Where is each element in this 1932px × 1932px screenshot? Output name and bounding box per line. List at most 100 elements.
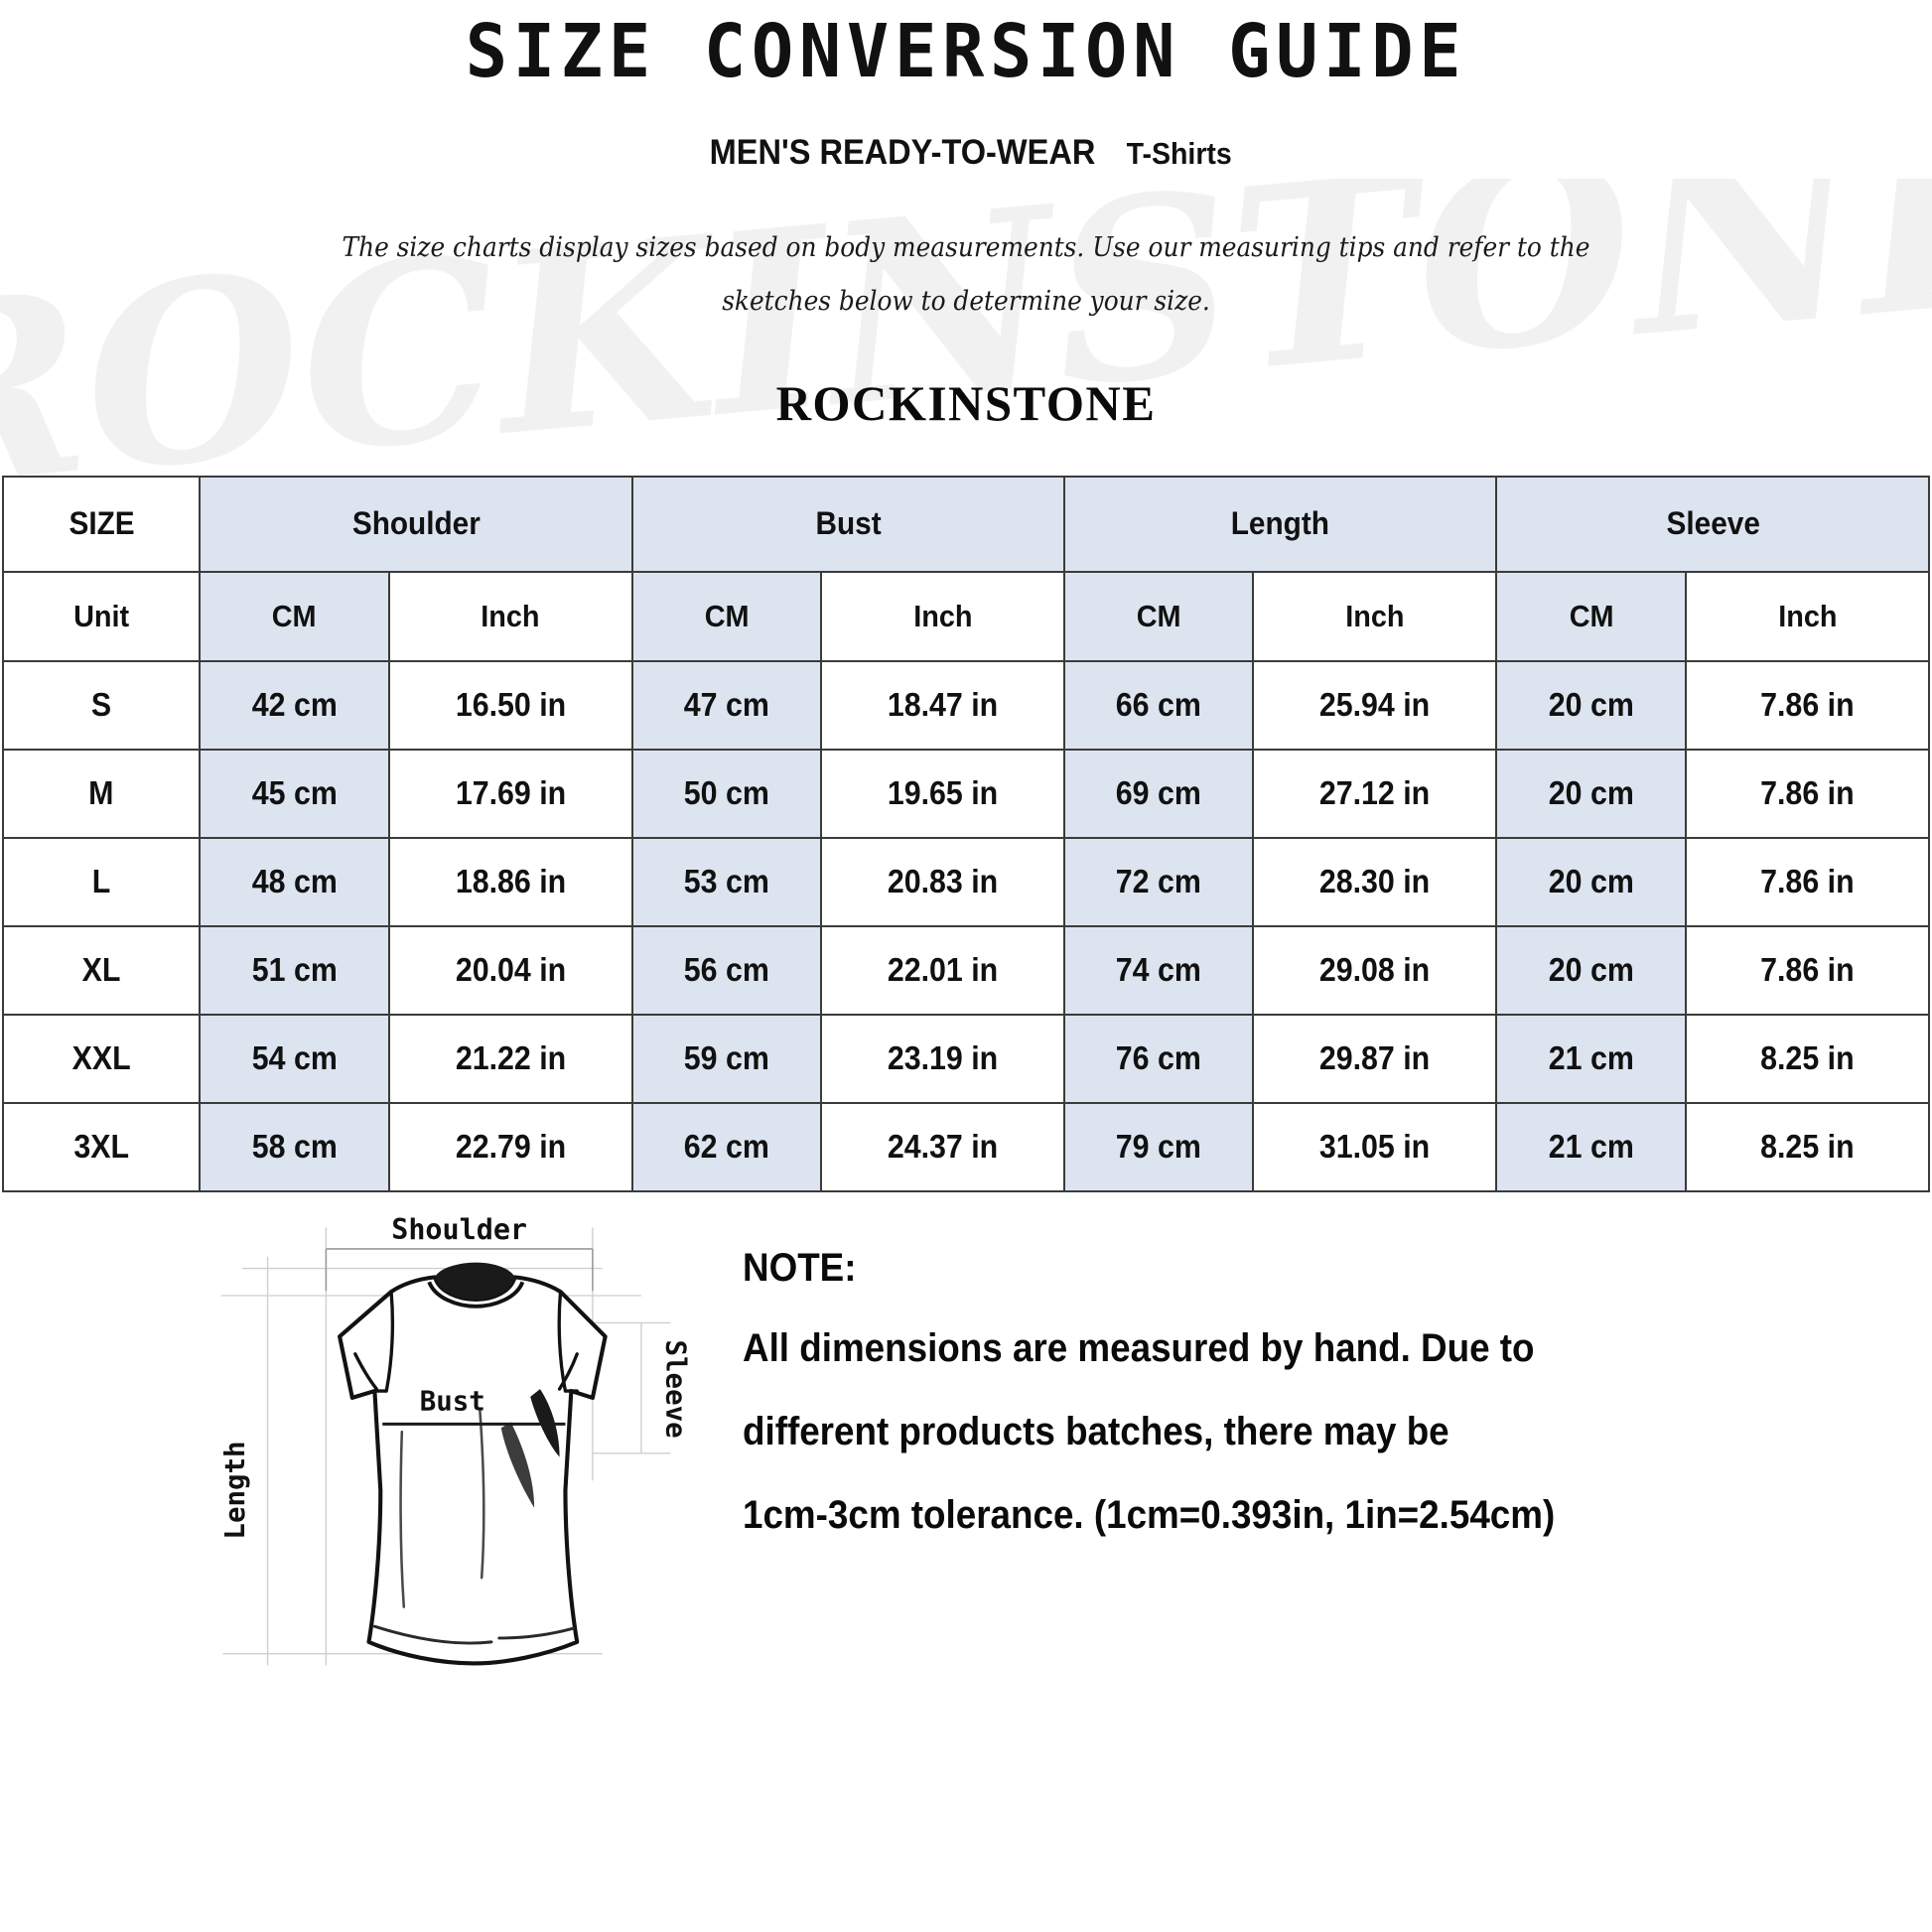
cell-sleeve-cm: 20 cm — [1495, 924, 1687, 1016]
unit-sleeve-cm-text: CM — [1569, 598, 1614, 633]
unit-length-inch-text: Inch — [1345, 598, 1405, 633]
cell-sleeve-cm: 20 cm — [1495, 659, 1687, 751]
cell-length-inch-text: 27.12 in — [1319, 774, 1431, 812]
cell-sleeve-inch-text: 7.86 in — [1760, 951, 1855, 989]
unit-sleeve-cm: CM — [1495, 570, 1687, 662]
cell-shoulder-inch-text: 18.86 in — [455, 863, 566, 900]
cell-bust-cm: 53 cm — [630, 836, 823, 927]
cell-bust-inch: 20.83 in — [820, 836, 1066, 927]
cell-size: 3XL — [1, 1101, 202, 1192]
cell-length-cm: 76 cm — [1063, 1013, 1255, 1104]
unit-label-text: Unit — [73, 598, 130, 633]
cell-sleeve-cm-text: 21 cm — [1548, 1039, 1634, 1077]
unit-length-inch: Inch — [1252, 570, 1498, 662]
cell-bust-inch-text: 24.37 in — [887, 1128, 999, 1166]
cell-length-inch: 29.87 in — [1252, 1013, 1498, 1104]
unit-row-label: Unit — [1, 570, 202, 662]
cell-length-inch: 31.05 in — [1252, 1101, 1498, 1192]
bottom-section: Shoulder Bust Length Sleeve NOTE: All di… — [0, 1198, 1932, 1685]
cell-size-text: L — [91, 863, 111, 900]
cell-length-inch-text: 29.87 in — [1319, 1039, 1431, 1077]
header-bust: Bust — [630, 475, 1066, 573]
cell-shoulder-cm: 51 cm — [199, 924, 390, 1016]
cell-bust-inch: 18.47 in — [820, 659, 1066, 751]
header-bust-label: Bust — [815, 505, 882, 542]
cell-sleeve-cm-text: 21 cm — [1548, 1128, 1634, 1166]
cell-shoulder-inch-text: 17.69 in — [455, 774, 566, 812]
note-line-3: 1cm-3cm tolerance. (1cm=0.393in, 1in=2.5… — [743, 1492, 1556, 1537]
cell-shoulder-inch: 20.04 in — [387, 924, 633, 1016]
cell-length-cm-text: 79 cm — [1116, 1128, 1202, 1166]
header-sleeve-label: Sleeve — [1666, 505, 1760, 542]
cell-length-cm: 79 cm — [1063, 1101, 1255, 1192]
cell-shoulder-cm: 58 cm — [199, 1101, 390, 1192]
cell-sleeve-cm-text: 20 cm — [1548, 951, 1634, 989]
cell-shoulder-inch-text: 16.50 in — [455, 686, 566, 724]
cell-size: XL — [1, 924, 202, 1016]
header-shoulder-label: Shoulder — [351, 505, 481, 542]
unit-sleeve-inch: Inch — [1684, 570, 1931, 662]
cell-length-inch-text: 29.08 in — [1319, 951, 1431, 989]
cell-sleeve-inch: 7.86 in — [1684, 836, 1931, 927]
cell-sleeve-inch: 7.86 in — [1684, 659, 1931, 751]
cell-sleeve-cm-text: 20 cm — [1548, 863, 1634, 900]
cell-shoulder-inch: 16.50 in — [387, 659, 633, 751]
header-sleeve: Sleeve — [1495, 475, 1930, 573]
table-row: L 48 cm 18.86 in 53 cm 20.83 in 72 cm 28… — [1, 836, 1931, 927]
cell-length-inch: 27.12 in — [1252, 748, 1498, 839]
cell-size-text: S — [90, 686, 112, 724]
cell-sleeve-inch: 7.86 in — [1684, 748, 1931, 839]
cell-size-text: M — [88, 774, 114, 812]
cell-shoulder-cm-text: 51 cm — [251, 951, 338, 989]
cell-shoulder-cm-text: 48 cm — [251, 863, 338, 900]
header-length-label: Length — [1231, 505, 1330, 542]
cell-bust-inch: 22.01 in — [820, 924, 1066, 1016]
subtitle-product-type: T-Shirts — [1126, 135, 1233, 171]
cell-sleeve-inch-text: 7.86 in — [1760, 863, 1855, 900]
cell-sleeve-cm-text: 20 cm — [1548, 686, 1634, 724]
table-group-header-row: SIZE Shoulder Bust Length Sleeve — [1, 475, 1930, 573]
cell-sleeve-inch-text: 7.86 in — [1760, 686, 1855, 724]
cell-length-inch-text: 31.05 in — [1319, 1128, 1431, 1166]
subtitle-main-text: MEN'S READY-TO-WEAR — [709, 132, 1096, 172]
table-unit-row: Unit CM Inch CM Inch CM Inch CM Inch — [1, 570, 1931, 662]
cell-bust-inch: 24.37 in — [820, 1101, 1066, 1192]
cell-length-inch: 25.94 in — [1252, 659, 1498, 751]
cell-bust-inch-text: 23.19 in — [887, 1039, 999, 1077]
cell-length-cm: 66 cm — [1063, 659, 1255, 751]
cell-sleeve-cm: 20 cm — [1495, 836, 1687, 927]
cell-bust-inch-text: 18.47 in — [887, 686, 999, 724]
cell-size-text: XL — [81, 951, 121, 989]
table-row: XXL 54 cm 21.22 in 59 cm 23.19 in 76 cm … — [1, 1013, 1931, 1104]
cell-sleeve-inch: 8.25 in — [1684, 1013, 1931, 1104]
cell-sleeve-inch-text: 8.25 in — [1760, 1128, 1855, 1166]
cell-sleeve-cm: 20 cm — [1495, 748, 1687, 839]
diagram-label-sleeve: Sleeve — [659, 1339, 690, 1438]
cell-bust-cm: 47 cm — [630, 659, 823, 751]
cell-length-cm-text: 74 cm — [1116, 951, 1202, 989]
cell-bust-inch-text: 22.01 in — [887, 951, 999, 989]
cell-shoulder-cm: 48 cm — [199, 836, 390, 927]
note-line-2: different products batches, there may be — [743, 1409, 1449, 1453]
cell-size: S — [1, 659, 202, 751]
note-label: NOTE: — [743, 1245, 857, 1290]
diagram-label-shoulder: Shoulder — [391, 1213, 527, 1246]
cell-bust-cm: 56 cm — [630, 924, 823, 1016]
cell-shoulder-inch-text: 22.79 in — [455, 1128, 566, 1166]
cell-bust-cm: 62 cm — [630, 1101, 823, 1192]
diagram-label-length: Length — [220, 1441, 251, 1539]
cell-size-text: XXL — [71, 1039, 131, 1077]
unit-bust-cm-text: CM — [704, 598, 750, 633]
cell-length-cm-text: 69 cm — [1116, 774, 1202, 812]
cell-bust-inch: 19.65 in — [820, 748, 1066, 839]
table-row: S 42 cm 16.50 in 47 cm 18.47 in 66 cm 25… — [1, 659, 1931, 751]
cell-shoulder-cm-text: 42 cm — [251, 686, 338, 724]
cell-sleeve-cm: 21 cm — [1495, 1013, 1687, 1104]
cell-bust-cm: 50 cm — [630, 748, 823, 839]
size-table-container: SIZE Shoulder Bust Length Sleeve — [1, 475, 1931, 1192]
page-subtitle: MEN'S READY-TO-WEAR T-Shirts — [0, 135, 1932, 170]
tshirt-measurement-diagram: Shoulder Bust Length Sleeve — [179, 1198, 705, 1685]
cell-length-inch: 28.30 in — [1252, 836, 1498, 927]
header-length: Length — [1063, 475, 1498, 573]
